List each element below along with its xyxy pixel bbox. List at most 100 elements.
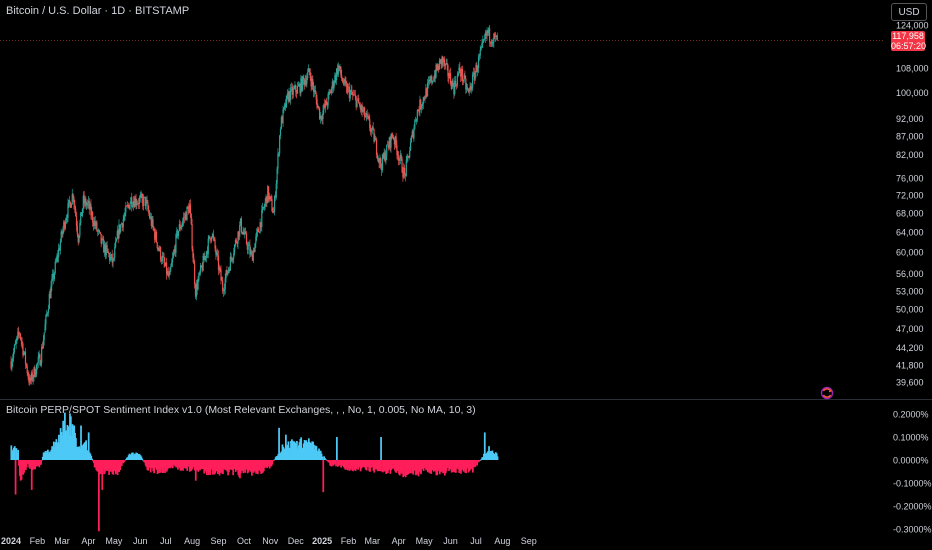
candle — [253, 247, 255, 254]
candle — [215, 245, 217, 260]
candle — [208, 234, 210, 243]
candle — [14, 339, 16, 346]
candle — [408, 155, 410, 158]
candle — [458, 64, 460, 76]
time-tick-label: Feb — [341, 536, 357, 546]
candle — [438, 57, 441, 70]
candle — [494, 31, 497, 42]
candle — [492, 38, 494, 47]
sync-icon[interactable] — [820, 386, 834, 400]
candle — [391, 132, 393, 140]
candle — [441, 55, 443, 69]
candle — [102, 234, 104, 241]
candle — [372, 121, 374, 131]
candle — [62, 226, 64, 238]
candle — [184, 210, 186, 222]
candle — [330, 89, 332, 94]
currency-button[interactable]: USD — [891, 3, 927, 21]
candle — [165, 262, 167, 267]
candle — [400, 153, 402, 161]
candle — [414, 119, 416, 130]
candle — [473, 68, 475, 85]
candle — [466, 84, 469, 92]
candle — [475, 62, 477, 78]
candle — [324, 98, 326, 109]
candle — [343, 78, 345, 86]
histogram-bar — [488, 446, 490, 460]
time-tick-label: Mar — [54, 536, 70, 546]
candle — [103, 235, 105, 253]
candle — [159, 245, 161, 253]
candle — [178, 219, 180, 232]
histogram-bar — [336, 437, 338, 460]
candle — [154, 228, 157, 242]
candle — [339, 64, 341, 73]
candle — [50, 280, 52, 299]
candle — [364, 106, 366, 121]
candle — [51, 273, 53, 292]
time-tick-label: Nov — [262, 536, 279, 546]
candle — [290, 83, 292, 105]
candle — [52, 269, 55, 285]
candle — [120, 222, 123, 225]
candle — [12, 353, 14, 367]
candle — [71, 188, 73, 205]
candle — [290, 82, 293, 92]
candle — [457, 72, 459, 78]
candle — [477, 65, 479, 77]
price-tick-label: 124,000 — [896, 21, 929, 31]
symbol-title[interactable]: Bitcoin / U.S. Dollar · 1D · BITSTAMP — [6, 5, 190, 17]
candle — [143, 194, 145, 211]
candle — [398, 157, 401, 166]
candle — [460, 66, 463, 82]
candle — [350, 84, 352, 96]
candle — [58, 244, 61, 252]
candle — [175, 232, 177, 258]
candle — [239, 221, 241, 240]
candle — [452, 77, 454, 87]
candle — [109, 252, 112, 262]
candle — [126, 204, 128, 207]
candle — [126, 201, 129, 209]
candle — [260, 222, 262, 231]
candle — [423, 95, 425, 101]
candle — [493, 32, 495, 48]
candle — [21, 337, 23, 349]
candle — [364, 112, 367, 118]
candle — [305, 75, 307, 87]
candle — [13, 348, 15, 362]
candle — [370, 127, 373, 137]
candle — [472, 71, 474, 92]
candle — [354, 89, 356, 101]
candle — [214, 237, 216, 252]
candle — [331, 78, 333, 94]
candle — [431, 74, 433, 86]
candle — [54, 258, 56, 275]
time-tick-label: 2024 — [1, 536, 21, 546]
candle — [30, 370, 33, 385]
candle — [234, 238, 237, 248]
indicator-title[interactable]: Bitcoin PERP/SPOT Sentiment Index v1.0 (… — [6, 404, 476, 416]
candle — [219, 266, 221, 273]
candle — [77, 233, 79, 246]
candle — [144, 196, 146, 210]
candle — [358, 101, 361, 108]
candle — [273, 206, 275, 214]
candle — [33, 366, 35, 382]
candle — [111, 249, 113, 267]
candle — [359, 102, 361, 113]
candle — [276, 166, 278, 189]
candle — [224, 273, 226, 295]
candle — [264, 198, 266, 210]
candle — [407, 154, 409, 162]
candle — [251, 249, 253, 257]
candle — [136, 199, 138, 210]
candle — [349, 89, 351, 101]
histogram-bar — [91, 458, 93, 460]
candle — [211, 236, 213, 243]
time-tick-label: Jun — [133, 536, 148, 546]
candle — [297, 81, 299, 87]
candle — [222, 276, 224, 294]
candle — [467, 88, 469, 94]
